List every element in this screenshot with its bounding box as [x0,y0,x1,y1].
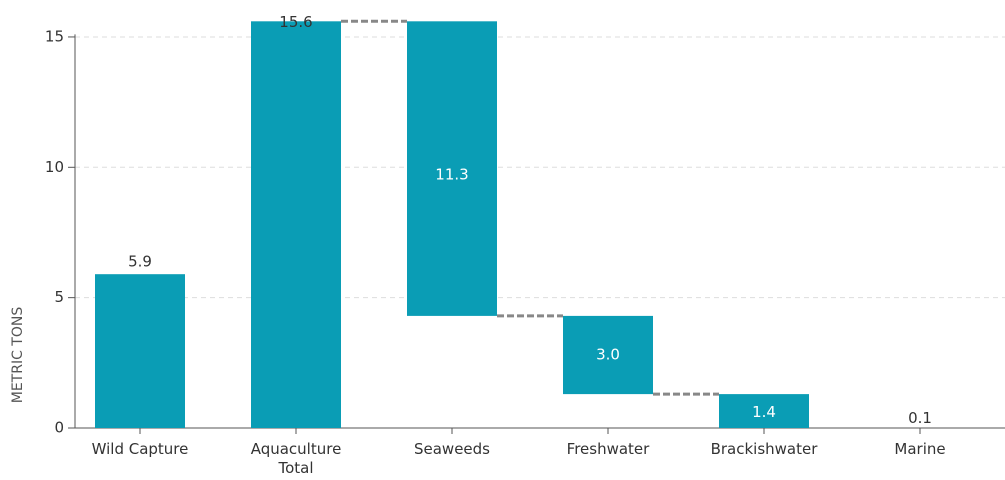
bar [251,21,341,428]
x-tick-label: Seaweeds [413,440,490,458]
bars [95,19,809,428]
bar [407,21,497,316]
x-tick-label: Wild Capture [91,440,189,458]
value-label: 1.4 [752,403,776,421]
value-label: 0.1 [908,409,932,427]
x-tick-label: Aquaculture Total [250,440,342,477]
x-tick-label: Marine [894,440,946,458]
value-label: 5.9 [128,253,152,271]
y-tick-label: 5 [54,288,64,306]
bar [95,274,185,428]
bar [563,315,653,395]
y-tick-label: 10 [45,158,64,176]
y-tick-label: 15 [45,27,64,45]
y-axis-label: METRIC TONS [10,307,26,404]
y-tick-label: 0 [54,419,64,437]
value-label: 11.3 [435,166,468,184]
x-tick-label: Brackishwater [710,440,818,458]
bar [719,394,809,428]
value-label: 15.6 [279,13,312,31]
value-label: 3.0 [596,346,620,364]
x-tick-label: Freshwater [566,440,650,458]
